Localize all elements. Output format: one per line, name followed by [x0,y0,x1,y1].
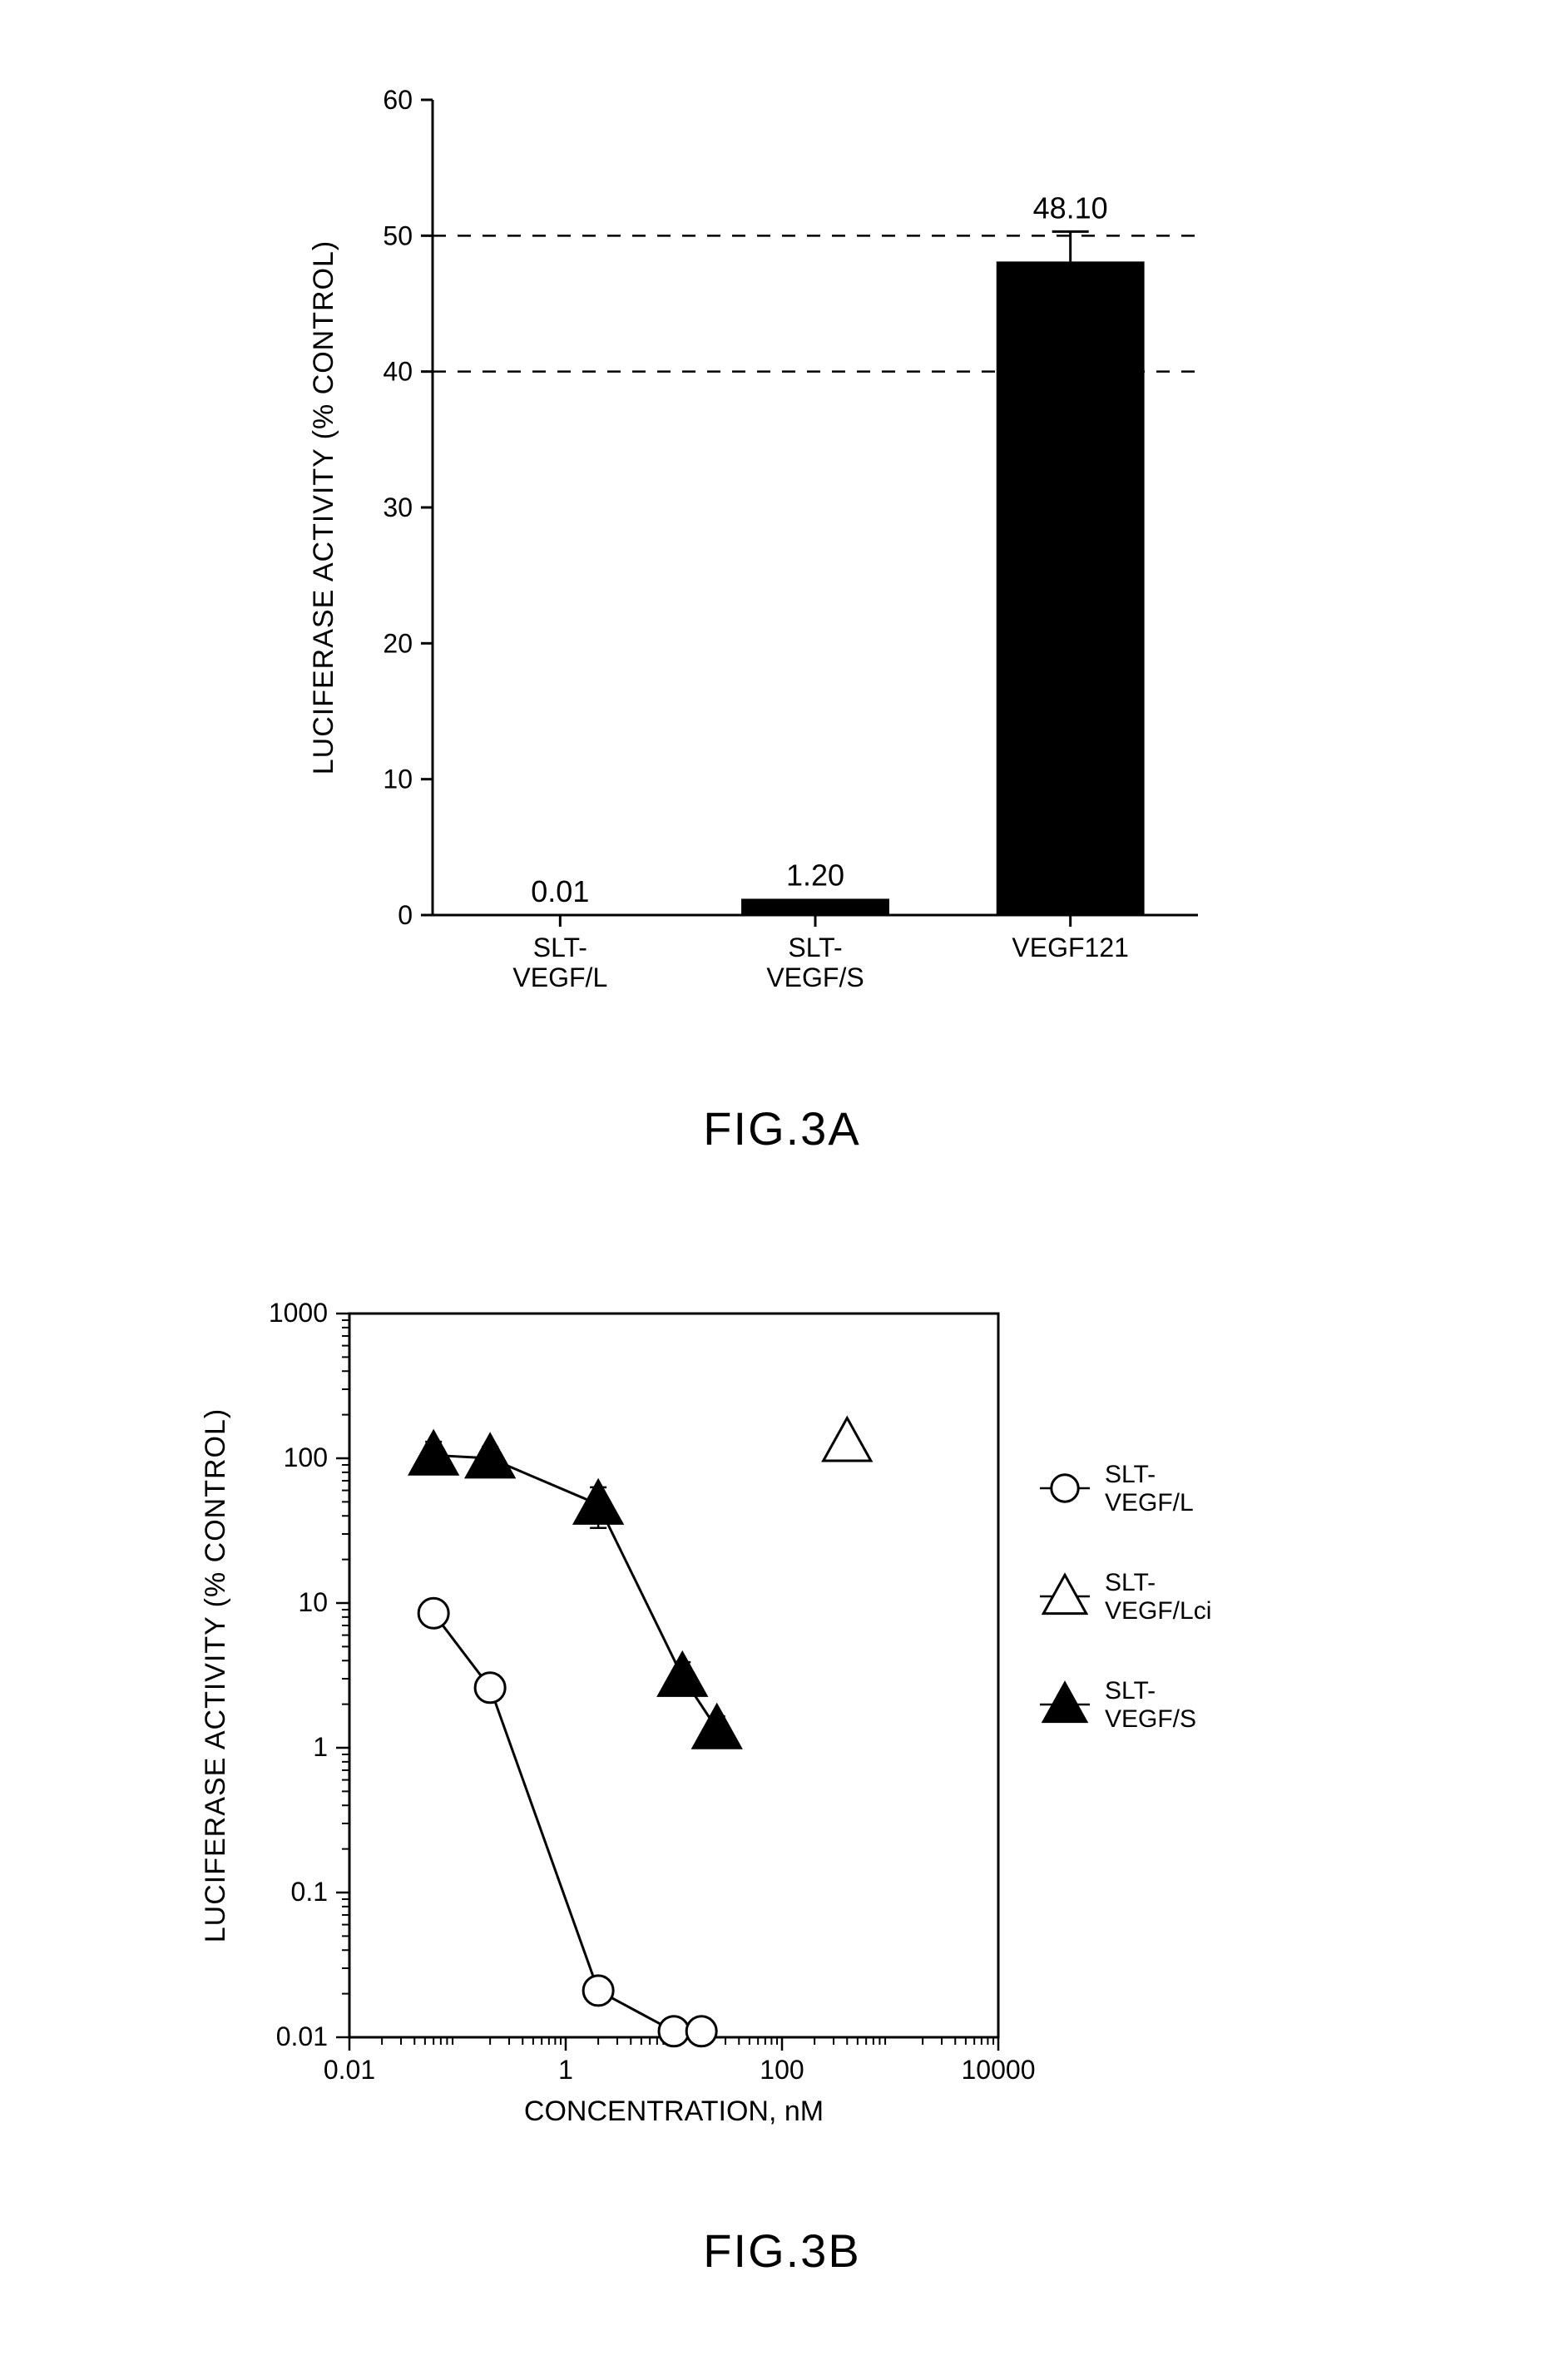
svg-text:100: 100 [760,2055,804,2085]
svg-text:VEGF/S: VEGF/S [1105,1705,1196,1733]
svg-text:LUCIFERASE ACTIVITY (% CONTROL: LUCIFERASE ACTIVITY (% CONTROL) [308,240,339,774]
svg-text:SLT-: SLT- [1105,1677,1156,1705]
scatter-chart: 0.01 0.1 1 10 100 1000 0.01 1 100 10000 CONCENTRAT… [158,1272,1406,2204]
svg-text:0.1: 0.1 [291,1877,328,1907]
figure-3b: 0.01 0.1 1 10 100 1000 0.01 1 100 10000 CONCENTRAT… [158,1272,1406,2278]
svg-text:1.20: 1.20 [786,858,844,892]
svg-text:0.01: 0.01 [324,2055,375,2085]
svg-text:SLT-: SLT- [1105,1461,1156,1488]
svg-text:VEGF121: VEGF121 [1012,933,1129,962]
svg-text:10: 10 [383,764,413,794]
figure-3a-title: FIG.3A [703,1101,860,1155]
svg-text:0.01: 0.01 [531,874,589,908]
svg-text:50: 50 [383,220,413,250]
svg-text:1: 1 [313,1732,328,1762]
svg-text:1000: 1000 [269,1298,328,1328]
svg-text:SLT-: SLT- [1105,1569,1156,1596]
svg-text:VEGF/L: VEGF/L [512,962,607,992]
svg-text:48.10: 48.10 [1033,190,1108,225]
svg-text:30: 30 [383,492,413,522]
svg-text:SLT-: SLT- [533,933,587,962]
svg-text:CONCENTRATION, nM: CONCENTRATION, nM [524,2095,824,2127]
svg-text:VEGF/L: VEGF/L [1105,1489,1194,1517]
svg-text:VEGF/Lci: VEGF/Lci [1105,1597,1211,1625]
figure-3a: 0 10 20 30 40 50 60 LUCIFERASE ACTIVITY (% CONT… [275,50,1289,1155]
svg-text:SLT-: SLT- [788,933,842,962]
svg-text:1: 1 [558,2055,573,2085]
svg-text:10: 10 [298,1587,328,1617]
svg-text:40: 40 [383,357,413,387]
svg-text:20: 20 [383,628,413,658]
svg-text:10000: 10000 [962,2055,1036,2085]
svg-text:60: 60 [383,85,413,115]
svg-text:0.01: 0.01 [276,2021,328,2051]
svg-text:100: 100 [284,1442,328,1472]
svg-text:VEGF/S: VEGF/S [766,962,864,992]
figure-3b-title: FIG.3B [703,2224,860,2278]
svg-text:0: 0 [398,900,413,930]
svg-text:LUCIFERASE ACTIVITY (% CONTROL: LUCIFERASE ACTIVITY (% CONTROL) [200,1408,231,1942]
bar-chart: 0 10 20 30 40 50 60 LUCIFERASE ACTIVITY (% CONT… [275,50,1289,1081]
